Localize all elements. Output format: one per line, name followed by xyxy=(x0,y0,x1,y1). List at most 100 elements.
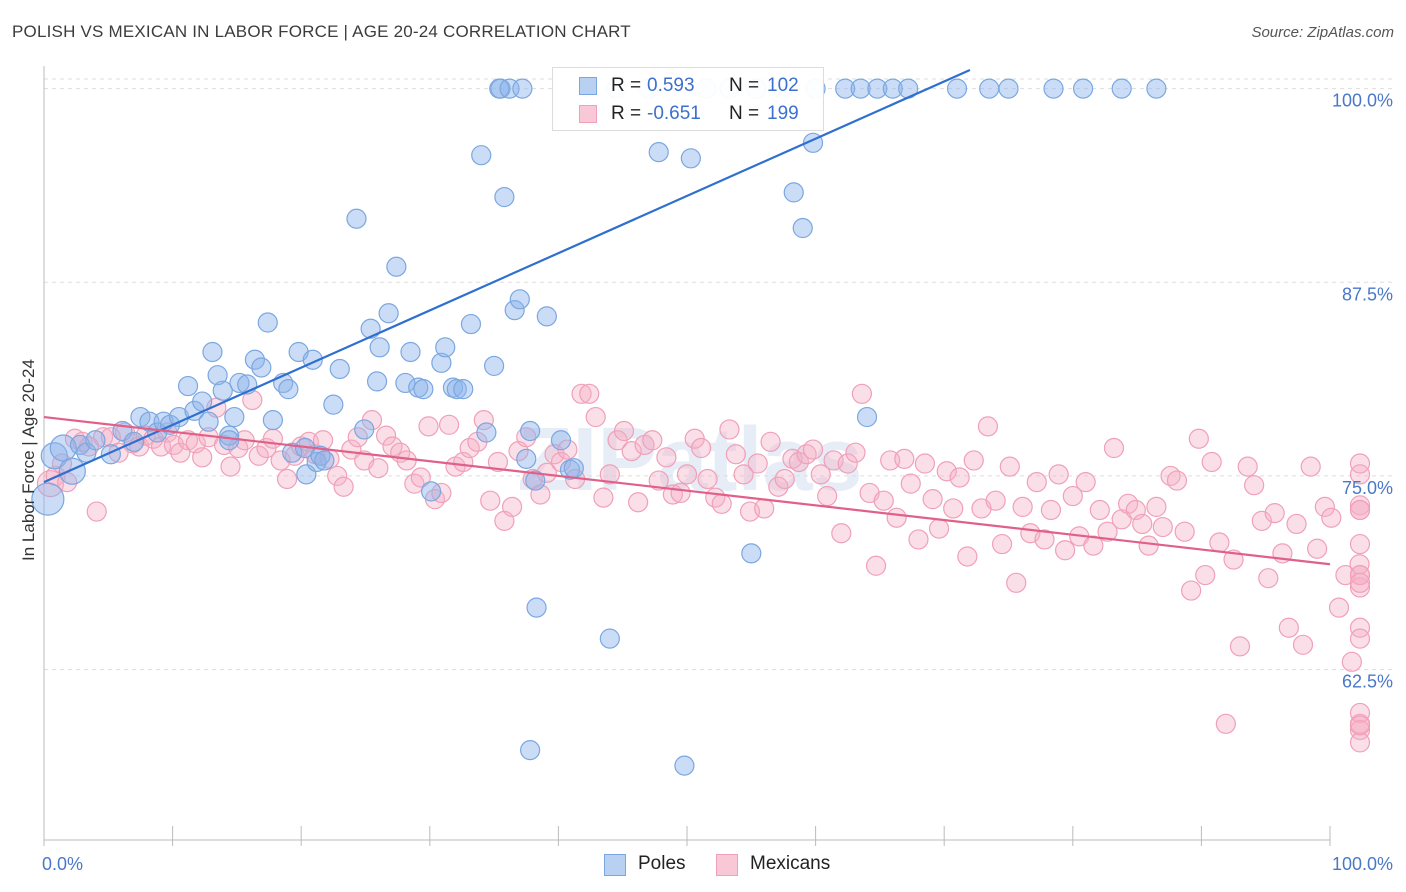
poles-point xyxy=(329,358,350,380)
axes xyxy=(43,66,1331,846)
mexicans-point xyxy=(1300,456,1321,477)
mexicans-point xyxy=(396,450,417,471)
mexicans-point xyxy=(1349,533,1371,555)
mexicans-point xyxy=(593,487,614,508)
mexicans-point xyxy=(774,468,795,490)
poles-point xyxy=(262,410,284,431)
mexicans-swatch xyxy=(579,105,597,123)
mexicans-point xyxy=(817,485,838,507)
n-value: 102 xyxy=(767,75,799,96)
mexicans-point xyxy=(1292,634,1314,655)
mexicans-point xyxy=(438,414,460,435)
mexicans-point xyxy=(418,416,439,437)
mexicans-point xyxy=(991,533,1013,555)
mexicans-point xyxy=(1349,628,1371,649)
poles-point xyxy=(1111,78,1132,99)
mexicans-point xyxy=(1244,475,1265,496)
poles-point xyxy=(224,406,245,428)
mexicans-point xyxy=(86,501,107,522)
poles-point xyxy=(198,411,219,432)
mexicans-point xyxy=(1215,713,1236,734)
mexicans-point xyxy=(894,448,915,469)
mexicans-point xyxy=(410,467,431,488)
mexicans-point xyxy=(1152,516,1173,538)
mexicans-point xyxy=(928,518,950,539)
mexicans-point xyxy=(1349,495,1371,516)
poles-point xyxy=(512,78,533,99)
mexicans-point xyxy=(431,482,452,504)
mexicans-point xyxy=(949,467,970,488)
mexicans-point xyxy=(851,383,872,404)
poles-point xyxy=(386,256,407,277)
mexicans-point xyxy=(1349,617,1371,638)
legend-label: Mexicans xyxy=(750,853,831,874)
poles-point xyxy=(504,300,525,321)
legend: Poles Mexicans xyxy=(0,852,1406,878)
mexicans-point xyxy=(1341,651,1362,672)
mexicans-point xyxy=(1132,513,1153,535)
mexicans-point xyxy=(1251,510,1272,531)
mexicans-point xyxy=(1089,499,1110,521)
mexicans-point xyxy=(276,468,298,490)
mexicans-point xyxy=(810,464,831,485)
mexicans-point xyxy=(719,419,740,440)
mexicans-point xyxy=(341,439,362,460)
mexicans-point xyxy=(220,456,241,477)
mexicans-point xyxy=(802,439,824,460)
mexicans-point xyxy=(327,465,348,487)
mexicans-point xyxy=(480,490,501,511)
mexicans-point xyxy=(865,555,887,576)
poles-point xyxy=(882,78,903,99)
poles-point xyxy=(563,458,584,479)
mexicans-point xyxy=(1062,485,1083,507)
poles-point xyxy=(369,337,390,358)
mexicans-point xyxy=(754,498,775,519)
poles-point xyxy=(177,375,199,397)
poles-point xyxy=(314,450,335,471)
legend-label: Poles xyxy=(638,853,686,874)
poles-point xyxy=(850,78,871,99)
mexicans-point xyxy=(691,437,712,459)
mexicans-point xyxy=(473,410,494,431)
poles-point xyxy=(1072,78,1094,99)
poles-point xyxy=(526,597,547,618)
mexicans-point xyxy=(1314,496,1335,518)
poles-point xyxy=(229,372,250,394)
mexicans-point xyxy=(1103,437,1125,459)
n-value: 199 xyxy=(767,103,799,124)
mexicans-point xyxy=(999,456,1020,477)
mexicans-point xyxy=(1307,538,1328,559)
mexicans-point xyxy=(1321,507,1342,528)
mexicans-point xyxy=(837,453,858,474)
poles-point xyxy=(202,341,223,363)
chart-title: POLISH VS MEXICAN IN LABOR FORCE | AGE 2… xyxy=(12,22,631,41)
stats-row-mexicans: R = -0.651 N = 199 xyxy=(553,100,823,128)
mexicans-point xyxy=(1201,451,1222,473)
mexicans-point xyxy=(670,482,691,504)
poles-point xyxy=(378,303,399,324)
mexicans-point xyxy=(1328,597,1350,618)
mexicans-point xyxy=(1138,535,1159,556)
mexicans-point xyxy=(1012,496,1033,518)
r-label: R = xyxy=(611,103,642,124)
r-label: R = xyxy=(611,75,642,96)
mexicans-point xyxy=(1174,521,1195,542)
poles-point xyxy=(413,379,434,400)
poles-point xyxy=(471,145,492,166)
mexicans-point xyxy=(760,431,781,452)
mexicans-point xyxy=(368,458,389,479)
poles-point xyxy=(520,420,541,442)
poles-point xyxy=(680,148,701,169)
mexicans-point xyxy=(1188,428,1209,449)
mexicans-point xyxy=(628,492,649,513)
poles-point xyxy=(536,306,557,327)
mexicans-point xyxy=(1229,636,1251,657)
poles-point xyxy=(257,312,278,333)
poles-point xyxy=(998,78,1019,99)
mexicans-point xyxy=(1097,521,1118,542)
r-value: -0.651 xyxy=(647,103,701,124)
mexicans-point xyxy=(957,546,978,567)
poles-point xyxy=(674,755,695,776)
poles-point xyxy=(1146,78,1167,99)
mexicans-point xyxy=(642,430,663,451)
